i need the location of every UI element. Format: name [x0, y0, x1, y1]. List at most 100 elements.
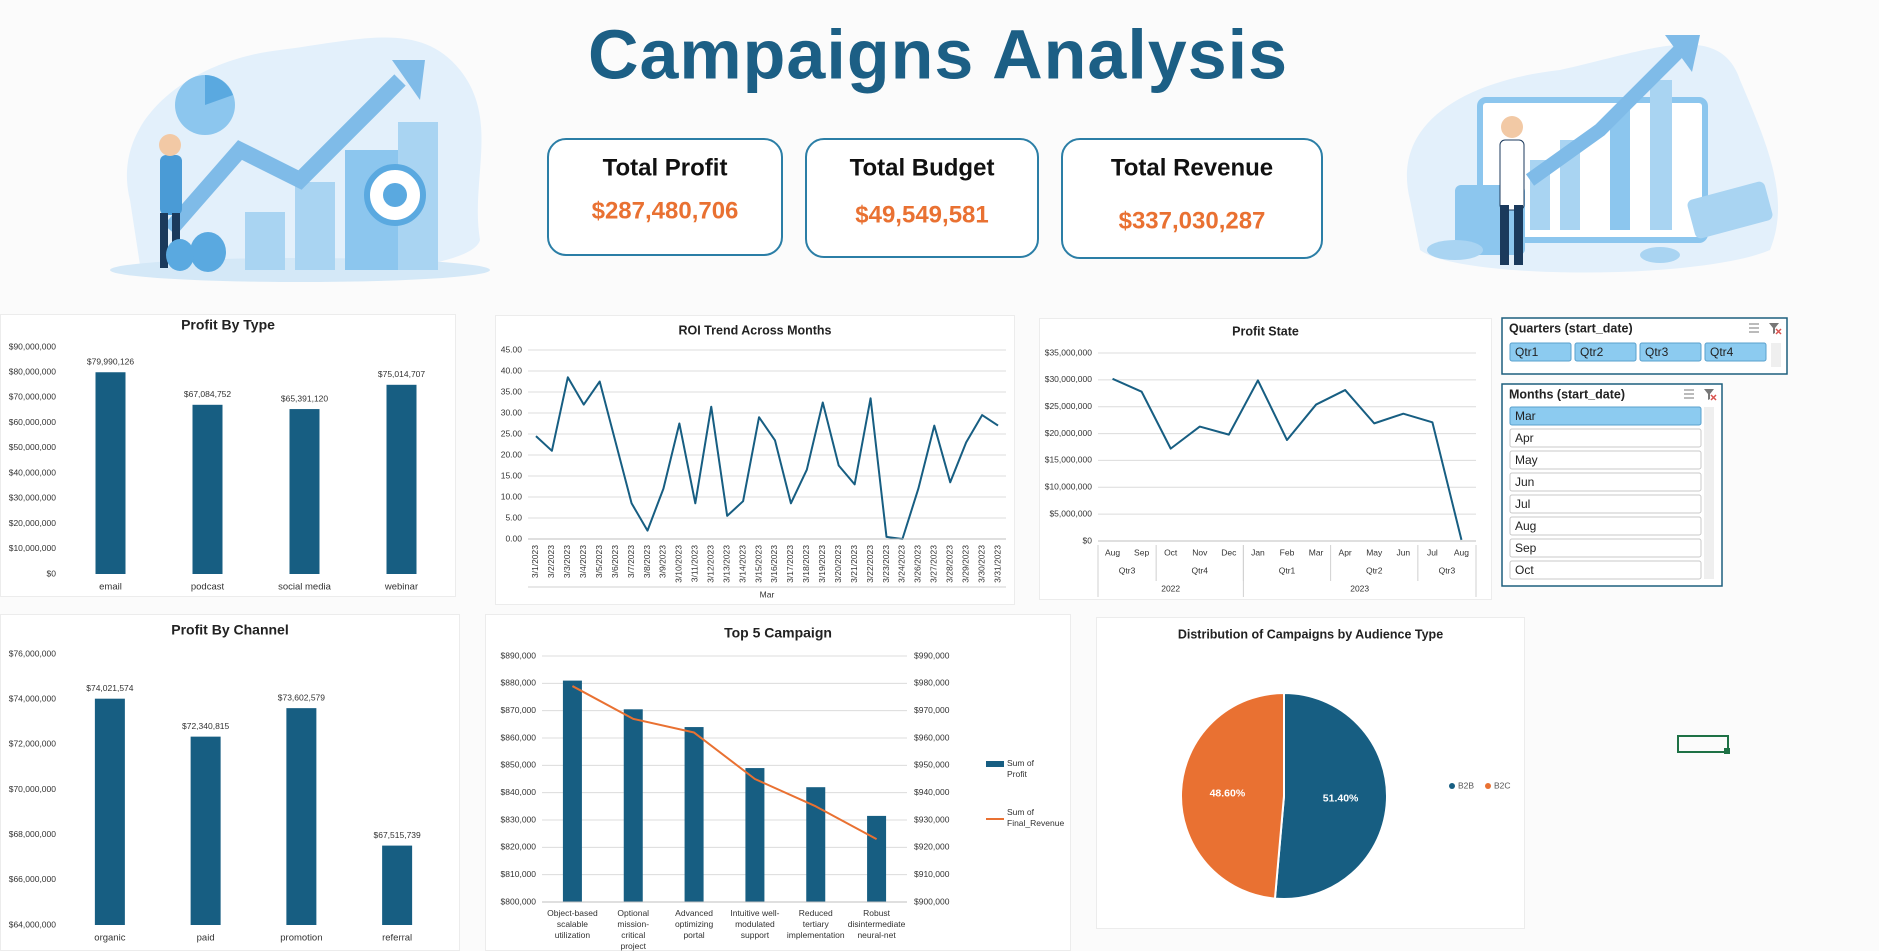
scrollbar [1704, 407, 1714, 579]
bar [382, 845, 413, 925]
data-label: $79,990,126 [87, 356, 135, 366]
y-tick-label: 20.00 [501, 449, 523, 459]
y-tick-label: $68,000,000 [9, 829, 57, 839]
x-tick-label: 3/1/2023 [530, 545, 540, 578]
slicer-item-label[interactable]: Aug [1515, 519, 1536, 533]
illustration-left [110, 37, 490, 282]
bar [192, 404, 223, 574]
slicer-item[interactable] [1574, 342, 1637, 362]
y-tick-label: $900,000 [914, 896, 950, 906]
x-tick-label: 3/9/2023 [658, 545, 668, 578]
text-line: scalable [557, 919, 588, 929]
data-label: $65,391,120 [281, 393, 329, 403]
x-group-label: Mar [760, 589, 775, 599]
slicer-item[interactable] [1509, 342, 1572, 362]
y-tick-label: $860,000 [501, 732, 537, 742]
slicer-item-label[interactable]: Apr [1515, 431, 1534, 445]
scrollbar [1771, 343, 1781, 367]
x-group-label: Qtr1 [1279, 565, 1296, 575]
slicer-item-label[interactable]: Jun [1515, 475, 1534, 489]
legend-swatch [1449, 783, 1455, 789]
slicer-item-label[interactable]: Qtr2 [1580, 345, 1604, 359]
x-tick-label: 3/2/2023 [546, 545, 556, 578]
slicer-item-label[interactable]: Sep [1515, 541, 1537, 555]
pie-slice [1180, 691, 1285, 900]
text-line: project [620, 941, 646, 951]
y-tick-label: $25,000,000 [1045, 401, 1093, 411]
slicer-item[interactable] [1509, 450, 1702, 470]
x-group-label: 2023 [1350, 583, 1369, 593]
x-tick-label: Aug [1454, 547, 1469, 557]
multi-select-icon[interactable] [1684, 389, 1694, 399]
slicer-item[interactable] [1509, 406, 1702, 426]
pie-slice [1273, 691, 1388, 900]
x-tick-label: 3/3/2023 [562, 545, 572, 578]
clear-filter-x[interactable] [1775, 328, 1782, 335]
chart-panel [485, 614, 1071, 951]
clear-filter-icon[interactable] [1704, 389, 1714, 400]
slicer-item[interactable] [1509, 560, 1702, 580]
legend-label: B2B [1458, 780, 1474, 790]
slicer-item-label[interactable]: Qtr4 [1710, 345, 1734, 359]
bar [684, 727, 704, 902]
clear-filter-x[interactable] [1710, 394, 1717, 401]
x-tick-label: 3/18/2023 [801, 545, 811, 583]
slicer-item-label[interactable]: Jul [1515, 497, 1530, 511]
x-tick-label: Jun [1396, 547, 1410, 557]
slicer-item-label[interactable]: Mar [1515, 409, 1536, 423]
kpi-value: $287,480,706 [592, 197, 739, 224]
text-line: Robust [863, 908, 891, 918]
y-tick-label: $5,000,000 [1049, 508, 1092, 518]
slicer-item[interactable] [1704, 342, 1767, 362]
y-tick-label: 15.00 [501, 470, 523, 480]
slicer-item[interactable] [1639, 342, 1702, 362]
slicer-title: Quarters (start_date) [1509, 321, 1633, 335]
clear-filter-icon[interactable] [1769, 323, 1779, 334]
y-tick-label: $920,000 [914, 842, 950, 852]
slicer-item-label[interactable]: May [1515, 453, 1538, 467]
data-label: $67,084,752 [184, 389, 232, 399]
bar [562, 680, 582, 902]
slicer-item-label[interactable]: Oct [1515, 563, 1534, 577]
slicer-item[interactable] [1509, 472, 1702, 492]
x-tick-label: Object-based scalable utilization [547, 908, 598, 940]
chart-title: Distribution of Campaigns by Audience Ty… [1178, 627, 1443, 641]
text-line: Reduced [799, 908, 833, 918]
y-tick-label: $90,000,000 [9, 341, 57, 351]
kpi-card [805, 138, 1039, 258]
bar [867, 815, 887, 902]
multi-select-icon[interactable] [1749, 323, 1759, 333]
y-tick-label: $980,000 [914, 678, 950, 688]
x-tick-label: email [99, 582, 122, 593]
bar [806, 787, 826, 902]
bar [94, 698, 125, 925]
y-tick-label: $890,000 [501, 650, 537, 660]
bar [745, 768, 765, 902]
y-tick-label: 5.00 [505, 512, 522, 522]
slicer-item-label[interactable]: Qtr3 [1645, 345, 1669, 359]
y-tick-label: $960,000 [914, 732, 950, 742]
x-tick-label: 3/27/2023 [929, 545, 939, 583]
x-tick-label: 3/13/2023 [721, 545, 731, 583]
slicer-item[interactable] [1509, 494, 1702, 514]
data-label: $67,515,739 [373, 830, 421, 840]
x-tick-label: Dec [1221, 547, 1237, 557]
kpi-card [1061, 138, 1323, 259]
y-tick-label: $35,000,000 [1045, 347, 1093, 357]
bar [286, 708, 317, 925]
legend-swatch [986, 761, 1004, 767]
x-tick-label: 3/17/2023 [785, 545, 795, 583]
slicer-item[interactable] [1509, 516, 1702, 536]
y-tick-label: 30.00 [501, 407, 523, 417]
x-tick-label: Feb [1280, 547, 1295, 557]
slicer-item[interactable] [1509, 538, 1702, 558]
slicer-item-label[interactable]: Qtr1 [1515, 345, 1539, 359]
chart-title: Profit By Type [181, 317, 275, 333]
x-tick-label: Advanced optimizing portal [675, 908, 714, 940]
slicer-item[interactable] [1509, 428, 1702, 448]
text-line: Sum of [1007, 807, 1035, 817]
x-tick-label: 3/12/2023 [705, 545, 715, 583]
cell-selection [1677, 735, 1729, 753]
